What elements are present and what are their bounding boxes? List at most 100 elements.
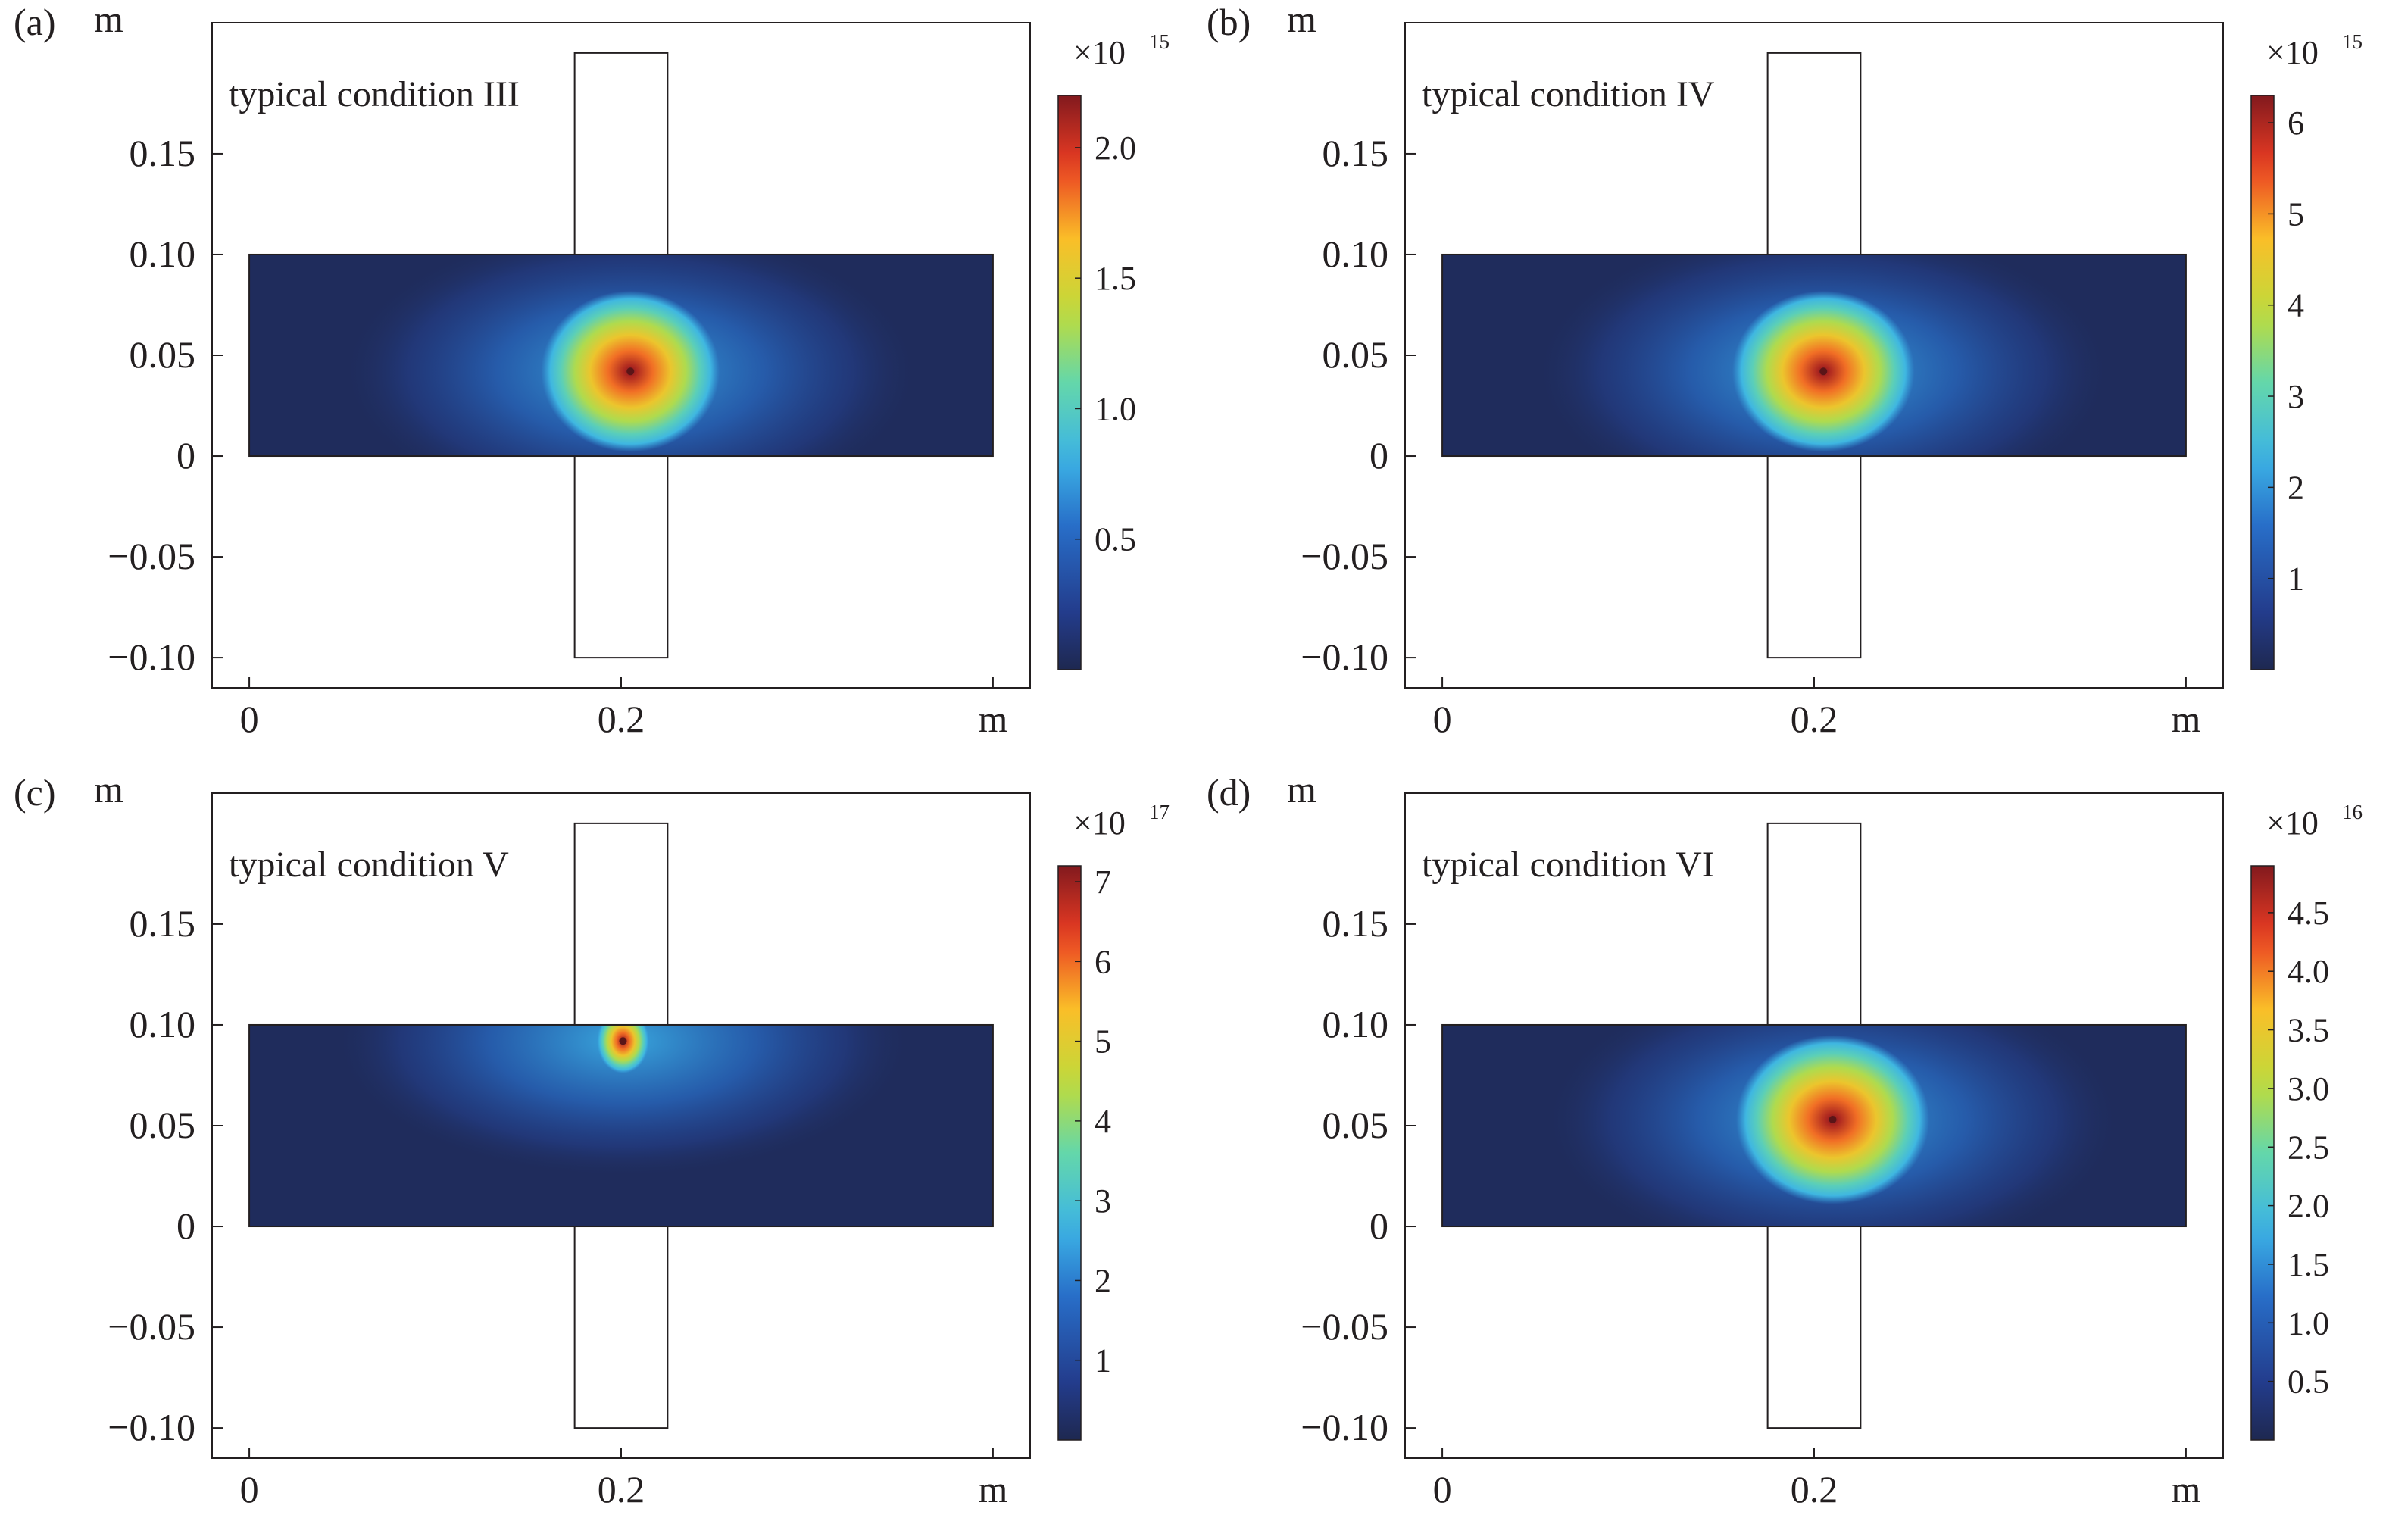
plate-outline [248, 1023, 994, 1228]
y-tick-label: 0 [176, 434, 195, 476]
colorbar-exponent: 17 [1149, 801, 1170, 823]
condition-label: typical condition III [229, 74, 520, 114]
colorbar-tick-label: 4 [1095, 1103, 1111, 1140]
x-tick-label: 0.2 [598, 1468, 645, 1510]
colorbar-tick-label: 5 [1095, 1023, 1111, 1061]
x-tick-label: m [978, 698, 1007, 740]
colorbar-tick-label: 0.5 [2288, 1364, 2329, 1401]
colorbar-tick-label: 4.0 [2288, 953, 2329, 990]
colorbar-tick-label: 5 [2288, 195, 2304, 233]
colorbar [1057, 95, 1082, 670]
colorbar-exponent: 15 [2342, 30, 2363, 53]
peak-marker [1829, 1116, 1837, 1124]
colorbar-tick-label: 3 [2288, 378, 2304, 415]
y-tick-label: 0.10 [130, 1003, 196, 1045]
colorbar-tick-label: 1.0 [2288, 1304, 2329, 1342]
electrode-lower [573, 1226, 669, 1429]
y-tick-label: 0.10 [130, 233, 196, 275]
panel-svg: 0.15 0.10 0.05 0 −0.05 −0.10 0 0.2 m (b) m typical … [1207, 0, 2363, 740]
y-tick-label: 0.05 [1323, 333, 1389, 376]
y-tick-label: −0.05 [1301, 1305, 1388, 1348]
y-tick-label: −0.05 [108, 535, 195, 577]
x-tick-label: m [2171, 1468, 2200, 1510]
y-tick-label: 0.10 [1323, 233, 1389, 275]
electrode-upper [573, 822, 669, 1025]
y-unit-label: m [94, 770, 123, 811]
condition-label: typical condition IV [1422, 74, 1715, 114]
y-tick-label: −0.10 [1301, 636, 1388, 678]
y-tick-label: 0.15 [130, 132, 196, 174]
colorbar-tick-label: 1.5 [1095, 260, 1136, 297]
y-tick-label: −0.10 [1301, 1406, 1388, 1448]
y-tick-label: 0.10 [1323, 1003, 1389, 1045]
y-tick-label: −0.05 [108, 1305, 195, 1348]
panel-svg: 0.15 0.10 0.05 0 −0.05 −0.10 0 0.2 m (d) m typical … [1207, 770, 2363, 1510]
x-tick-label: 0.2 [598, 698, 645, 740]
colorbar-tick-label: 2 [2288, 469, 2304, 506]
x-tick-label: m [2171, 698, 2200, 740]
y-tick-label: −0.05 [1301, 535, 1388, 577]
y-tick-label: 0 [176, 1204, 195, 1247]
x-tick-label: 0 [1433, 698, 1452, 740]
colorbar-multiplier: ×10 [1073, 34, 1126, 71]
y-unit-label: m [1287, 0, 1316, 40]
colorbar-multiplier: ×10 [2266, 34, 2319, 71]
electrode-lower [1766, 456, 1862, 659]
x-tick-label: 0.2 [1791, 1468, 1838, 1510]
colorbar-tick-label: 7 [1095, 864, 1111, 901]
y-tick-label: 0.15 [1323, 902, 1389, 945]
y-tick-label: 0 [1369, 434, 1388, 476]
condition-label: typical condition V [229, 845, 509, 885]
electrode-lower [1766, 1226, 1862, 1429]
x-tick-label: m [978, 1468, 1007, 1510]
panel-label: (c) [14, 771, 56, 814]
peak-marker [626, 367, 635, 376]
condition-label: typical condition VI [1422, 845, 1714, 885]
colorbar-multiplier: ×10 [2266, 804, 2319, 842]
field-layer [325, 1024, 921, 1182]
y-tick-label: 0.05 [130, 1104, 196, 1146]
field-layer [1535, 1024, 2131, 1227]
field-halo [325, 1024, 921, 1182]
x-tick-label: 0 [1433, 1468, 1452, 1510]
panel-1: 0.15 0.10 0.05 0 −0.05 −0.10 0 0.2 m (a) m typical … [0, 0, 1193, 770]
colorbar-tick-label: 4.5 [2288, 895, 2329, 932]
panel-svg: 0.15 0.10 0.05 0 −0.05 −0.10 0 0.2 m (a) m typical … [14, 0, 1170, 740]
colorbar-tick-label: 3.5 [2288, 1012, 2329, 1049]
colorbar-tick-label: 6 [2288, 105, 2304, 142]
colorbar-tick-label: 0.5 [1095, 521, 1136, 558]
colorbar-exponent: 16 [2342, 801, 2363, 823]
colorbar-tick-label: 2.5 [2288, 1129, 2329, 1166]
panel-svg: 0.15 0.10 0.05 0 −0.05 −0.10 0 0.2 m (c) m typical … [14, 770, 1170, 1510]
colorbar-tick-label: 2.0 [1095, 130, 1136, 167]
y-tick-label: −0.10 [108, 636, 195, 678]
panel-3: 0.15 0.10 0.05 0 −0.05 −0.10 0 0.2 m (c) m typical … [0, 770, 1193, 1540]
y-tick-label: 0.05 [1323, 1104, 1389, 1146]
colorbar-tick-label: 1 [2288, 561, 2304, 598]
peak-marker [1819, 367, 1828, 376]
electrode-lower [573, 456, 669, 659]
x-tick-label: 0 [240, 1468, 259, 1510]
colorbar-tick-label: 3.0 [2288, 1070, 2329, 1107]
colorbar-tick-label: 1.0 [1095, 390, 1136, 427]
y-tick-label: 0 [1369, 1204, 1388, 1247]
colorbar [2250, 865, 2275, 1441]
x-tick-label: 0.2 [1791, 698, 1838, 740]
panel-2: 0.15 0.10 0.05 0 −0.05 −0.10 0 0.2 m (b) m typical … [1193, 0, 2386, 770]
colorbar-multiplier: ×10 [1073, 804, 1126, 842]
plate-outline [248, 253, 994, 458]
colorbar-tick-label: 6 [1095, 943, 1111, 980]
field-layer [333, 254, 928, 457]
field-layer [1526, 254, 2121, 457]
colorbar-tick-label: 2.0 [2288, 1188, 2329, 1225]
colorbar [1057, 865, 1082, 1441]
electrode-upper [573, 52, 669, 255]
y-tick-label: 0.05 [130, 333, 196, 376]
panel-label: (b) [1207, 1, 1251, 43]
hot-spot [597, 1024, 649, 1073]
peak-marker [619, 1037, 627, 1045]
colorbar-exponent: 15 [1149, 30, 1170, 53]
colorbar-tick-label: 1 [1095, 1342, 1111, 1379]
x-tick-label: 0 [240, 698, 259, 740]
y-tick-label: 0.15 [1323, 132, 1389, 174]
